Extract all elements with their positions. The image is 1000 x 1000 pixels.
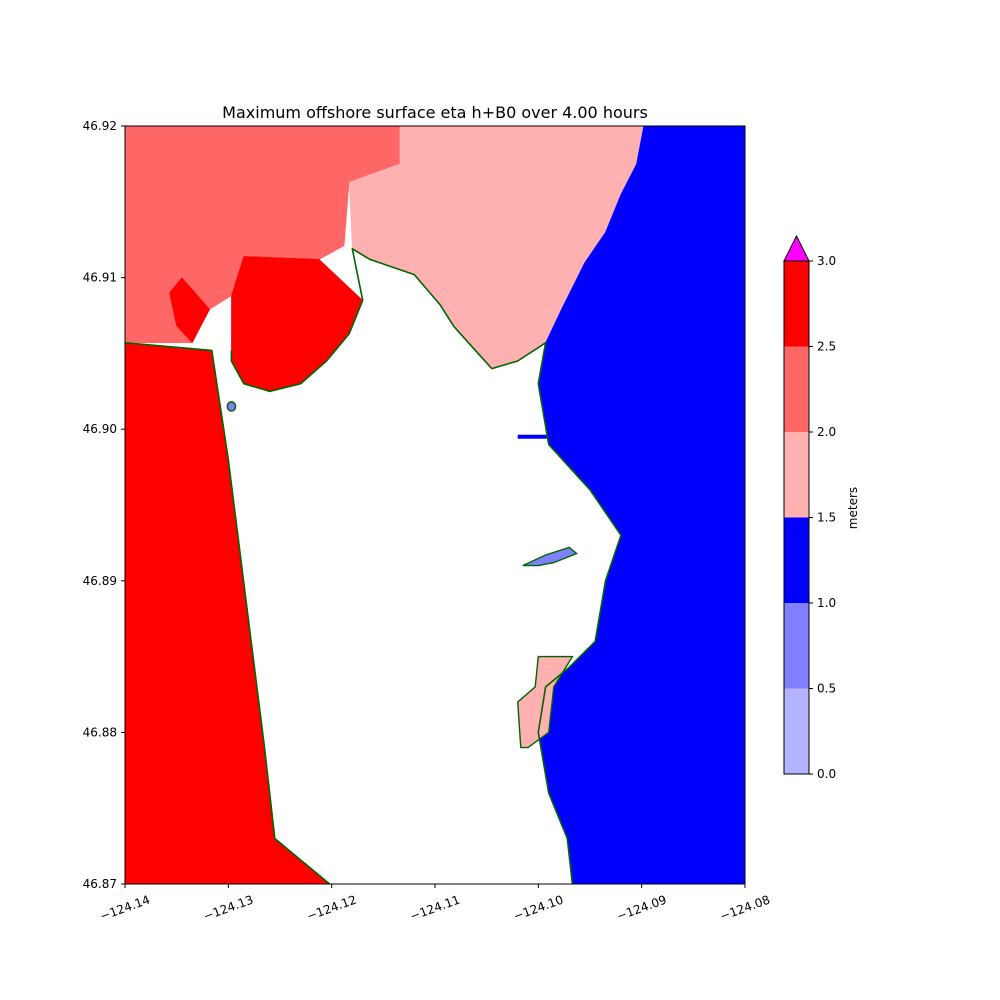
colorbar-tick-label: 2.0: [817, 425, 836, 439]
colorbar-label: meters: [846, 487, 860, 529]
eta-region-2.5-3.0: [169, 277, 211, 344]
x-tick-label: −124.11: [408, 893, 462, 924]
colorbar-segment: [784, 346, 809, 432]
x-tick-label: −124.13: [201, 893, 255, 924]
chart-title: Maximum offshore surface eta h+B0 over 4…: [222, 103, 648, 122]
x-tick-label: −124.14: [98, 893, 152, 924]
x-tick-label: −124.12: [305, 893, 359, 924]
shoreline-contours: [125, 248, 622, 884]
y-tick-label: 46.90: [83, 422, 117, 436]
channel-feature: [517, 431, 575, 439]
y-tick-label: 46.89: [83, 574, 117, 588]
colorbar-segment: [784, 517, 809, 603]
y-tick-label: 46.92: [83, 119, 117, 133]
colorbar-extend-arrow: [783, 234, 810, 262]
y-tick-label: 46.87: [83, 877, 117, 891]
x-tick-label: −124.10: [511, 893, 565, 924]
colorbar-tick-label: 2.5: [817, 340, 836, 354]
colorbar-segment: [784, 432, 809, 518]
colorbar-tick-label: 0.0: [817, 767, 836, 781]
colorbar-tick-label: 1.0: [817, 596, 836, 610]
shoreline-path: [516, 655, 574, 749]
x-tick-label: −124.09: [615, 893, 669, 924]
eta-regions: [125, 126, 745, 884]
colorbar-segment: [784, 603, 809, 689]
y-tick-label: 46.88: [83, 725, 117, 739]
plot-area: [124, 125, 746, 885]
colorbar-tick-label: 1.5: [817, 511, 836, 525]
y-tick-label: 46.91: [83, 271, 117, 285]
colorbar-tick-label: 3.0: [817, 254, 836, 268]
colorbar-segment: [784, 688, 809, 774]
y-axis: 46.87 46.88 46.89 46.90 46.91 46.92: [83, 119, 125, 891]
colorbar: 0.0 0.5 1.0 1.5 2.0 2.5 3.0: [783, 234, 836, 781]
colorbar-tick-label: 0.5: [817, 682, 836, 696]
shoal-patch: [226, 401, 237, 412]
x-tick-label: −124.08: [718, 893, 772, 924]
shoreline-path: [522, 546, 578, 567]
shoreline-path: [125, 342, 331, 884]
colorbar-segment: [784, 261, 809, 347]
x-axis: −124.14 −124.13 −124.12 −124.11 −124.10 −124.…: [98, 884, 772, 923]
